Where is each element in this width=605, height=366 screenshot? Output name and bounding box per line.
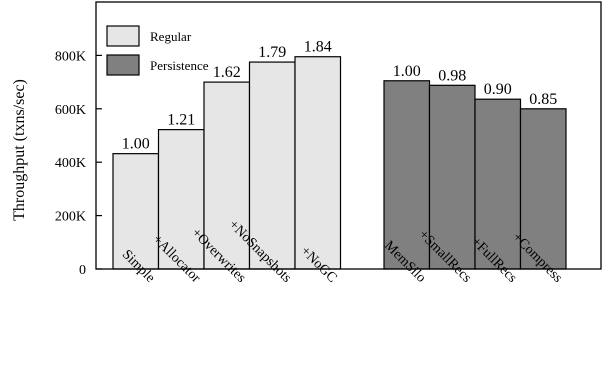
legend-label-persistence: Persistence (150, 58, 209, 73)
legend-label-regular: Regular (150, 29, 192, 44)
bar-value-label: 1.00 (122, 136, 150, 153)
bar-value-label: 0.98 (438, 67, 466, 84)
bar-persistence-3 (474, 98, 522, 270)
y-axis-ticks: 0 200K 400K 600K 800K (55, 49, 102, 278)
bar-labels-layer: 1.00 1.21 1.62 1.79 1.84 1.00 0.98 0.90 0.85 (122, 39, 558, 153)
bar-persistence-1 (383, 80, 431, 270)
y-tick-label: 400K (55, 156, 86, 171)
bar-regular-5 (294, 56, 342, 270)
bar-value-label: 0.85 (529, 91, 557, 108)
y-tick-label: 800K (55, 49, 86, 64)
bar-value-label: 1.21 (167, 112, 195, 129)
legend: Regular Persistence (106, 25, 209, 76)
bar-regular-4 (248, 61, 296, 270)
y-axis-label: Throughput (txns/sec) (11, 79, 28, 221)
bar-value-label: 0.90 (484, 81, 512, 98)
bars-layer (112, 56, 567, 270)
y-tick-label: 0 (79, 263, 86, 278)
bar-value-label: 1.00 (393, 63, 421, 80)
legend-swatch-regular (106, 25, 140, 47)
bar-value-label: 1.84 (304, 39, 332, 56)
y-tick-label: 600K (55, 103, 86, 118)
bar-regular-3 (203, 81, 251, 270)
bar-value-label: 1.79 (258, 44, 286, 61)
plot-frame (95, 1, 602, 270)
legend-swatch-persistence (106, 54, 140, 76)
bar-regular-2 (157, 129, 205, 270)
y-tick-label: 200K (55, 210, 86, 225)
bar-value-label: 1.62 (213, 64, 241, 81)
bar-regular-1 (112, 153, 160, 270)
